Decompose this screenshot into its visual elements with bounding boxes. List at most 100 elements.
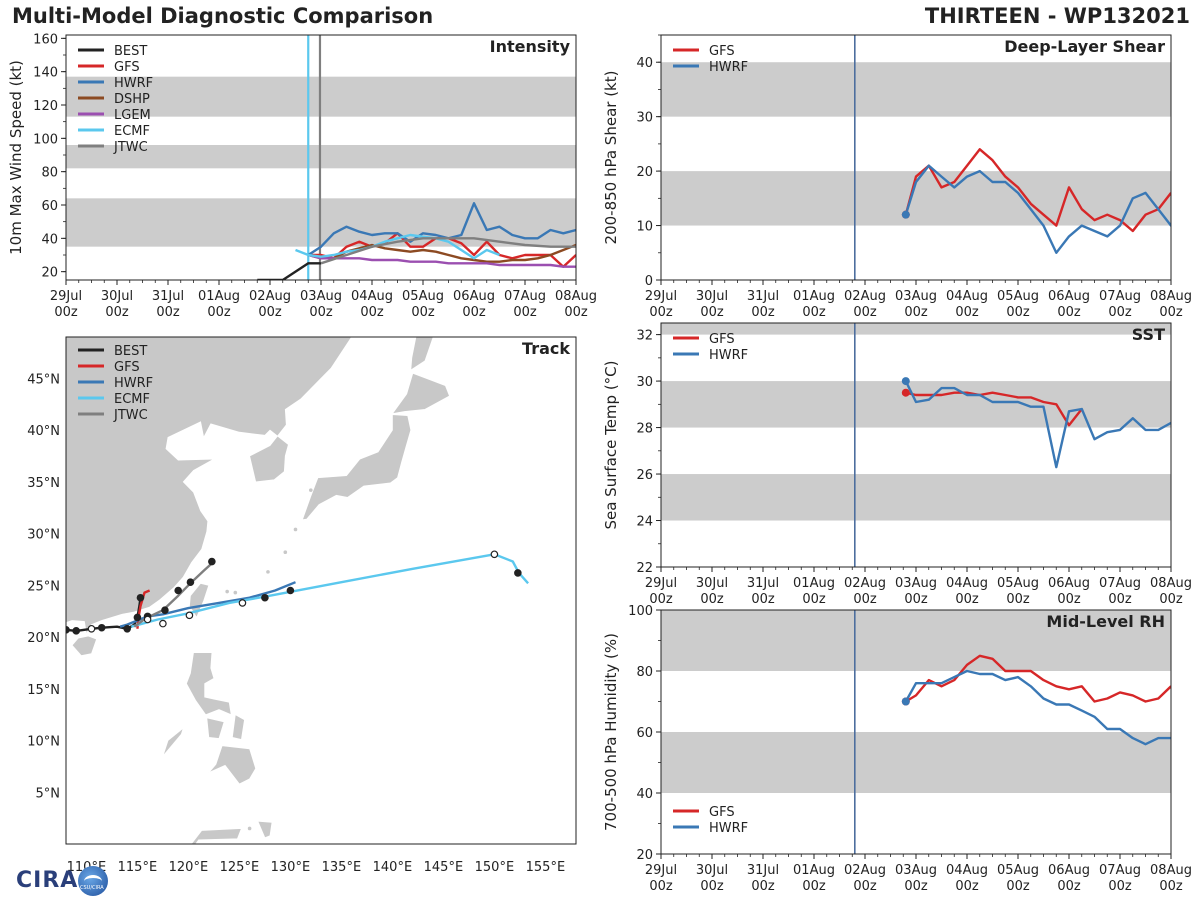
track-xtick-label: 155°E [526, 860, 566, 875]
track-ytick-label: 40°N [27, 424, 60, 439]
track-legend-label-hwrf: HWRF [114, 376, 153, 391]
shear-legend-label-hwrf: HWRF [709, 60, 748, 75]
intensity-panel: 2040608010012014016029Jul00z30Jul00z31Ju… [7, 32, 597, 320]
island-4 [293, 527, 298, 532]
intensity-ytick-label: 140 [33, 66, 58, 81]
rh-xtick-day-label: 29Jul [645, 863, 677, 878]
intensity-ytick-label: 100 [33, 132, 58, 147]
track-legend-label-gfs: GFS [114, 360, 140, 375]
sst-xtick-hour-label: 00z [751, 592, 775, 607]
rh-xtick-day-label: 05Aug [997, 863, 1039, 878]
rh-xtick-day-label: 01Aug [793, 863, 835, 878]
island-2 [266, 570, 270, 574]
rh-xtick-day-label: 07Aug [1099, 863, 1141, 878]
intensity-legend-label-best: BEST [114, 44, 147, 59]
shear-title: Deep-Layer Shear [1004, 37, 1165, 56]
track-legend-label-jtwc: JTWC [113, 408, 148, 423]
island-0 [247, 826, 252, 831]
intensity-xtick-day-label: 06Aug [453, 289, 495, 304]
track-marker-best [123, 624, 132, 633]
track-marker-ecmf [261, 593, 269, 602]
rh-panel: 2040608010029Jul00z30Jul00z31Jul00z01Aug… [602, 604, 1192, 894]
track-xtick-label: 135°E [322, 860, 362, 875]
track-marker-jtwc [174, 586, 183, 595]
rh-xtick-day-label: 06Aug [1048, 863, 1090, 878]
land-mass-7 [162, 726, 185, 757]
intensity-series-jtwc [320, 237, 576, 265]
track-panel: 110°E115°E120°E125°E130°E135°E140°E145°E… [27, 336, 577, 875]
shear-xtick-hour-label: 00z [1108, 305, 1132, 320]
rh-xtick-day-label: 31Jul [747, 863, 779, 878]
intensity-legend-label-ecmf: ECMF [114, 124, 150, 139]
shear-xtick-day-label: 01Aug [793, 289, 835, 304]
shear-ytick-label: 0 [645, 274, 653, 289]
track-marker-best [136, 593, 145, 602]
track-marker-best [66, 626, 70, 634]
rh-xtick-hour-label: 00z [1159, 879, 1183, 894]
track-marker-best [87, 624, 96, 633]
intensity-ytick-label: 160 [33, 32, 58, 47]
shear-xtick-day-label: 03Aug [895, 289, 937, 304]
intensity-xtick-day-label: 04Aug [351, 289, 393, 304]
intensity-series-lgem [307, 253, 576, 268]
sst-band-1 [661, 381, 1171, 428]
intensity-legend-label-hwrf: HWRF [114, 76, 153, 91]
land-mass-4 [206, 717, 225, 739]
land-mass-8 [292, 414, 412, 522]
shear-band-1 [661, 62, 1171, 117]
track-legend-label-best: BEST [114, 344, 147, 359]
rh-xtick-day-label: 08Aug [1150, 863, 1192, 878]
track-ytick-label: 20°N [27, 631, 60, 646]
shear-xtick-day-label: 07Aug [1099, 289, 1141, 304]
shear-xtick-hour-label: 00z [751, 305, 775, 320]
rh-ytick-label: 20 [636, 848, 653, 863]
shear-xtick-day-label: 30Jul [696, 289, 728, 304]
rh-xtick-hour-label: 00z [1006, 879, 1030, 894]
track-marker-ecmf [286, 586, 295, 595]
track-legend-label-ecmf: ECMF [114, 392, 150, 407]
rh-ytick-label: 60 [636, 726, 653, 741]
intensity-xtick-hour-label: 00z [54, 305, 78, 320]
intensity-xtick-day-label: 31Jul [152, 289, 184, 304]
shear-xtick-day-label: 06Aug [1048, 289, 1090, 304]
intensity-legend-label-dshp: DSHP [114, 92, 150, 107]
track-marker-jtwc [208, 557, 216, 566]
sst-xtick-hour-label: 00z [1108, 592, 1132, 607]
land-mass-10 [410, 337, 434, 371]
island-6 [225, 589, 229, 594]
shear-xtick-day-label: 02Aug [844, 289, 886, 304]
sst-xtick-day-label: 29Jul [645, 576, 677, 591]
shear-xtick-day-label: 04Aug [946, 289, 988, 304]
shear-start-point-hwrf [901, 210, 910, 219]
shear-xtick-day-label: 08Aug [1150, 289, 1192, 304]
sst-title: SST [1132, 325, 1165, 344]
figure-title: Multi-Model Diagnostic Comparison [12, 4, 434, 28]
sst-xtick-hour-label: 00z [904, 592, 928, 607]
intensity-legend-label-jtwc: JTWC [113, 140, 148, 155]
logo-swirl-icon [84, 875, 102, 888]
intensity-xtick-hour-label: 00z [462, 305, 486, 320]
intensity-legend-label-gfs: GFS [114, 60, 140, 75]
track-marker-jtwc [186, 578, 195, 587]
rh-xtick-hour-label: 00z [751, 879, 775, 894]
intensity-xtick-day-label: 29Jul [50, 289, 82, 304]
land-mass-2 [188, 582, 210, 619]
track-ytick-label: 25°N [27, 579, 60, 594]
sst-xtick-hour-label: 00z [1159, 592, 1183, 607]
sst-ytick-label: 30 [636, 375, 653, 390]
track-marker-best [133, 613, 142, 622]
track-plot-area [66, 337, 576, 844]
intensity-xtick-hour-label: 00z [513, 305, 537, 320]
cira-logo: CIRA CSU/CIRA [6, 866, 108, 896]
intensity-series-ecmf [295, 233, 500, 260]
sst-xtick-hour-label: 00z [649, 592, 673, 607]
rh-legend-label-gfs: GFS [709, 805, 735, 820]
intensity-title: Intensity [490, 37, 571, 56]
intensity-xtick-day-label: 01Aug [198, 289, 240, 304]
intensity-xtick-hour-label: 00z [207, 305, 231, 320]
sst-xtick-hour-label: 00z [802, 592, 826, 607]
track-marker-ecmf [185, 611, 194, 620]
shear-xtick-hour-label: 00z [955, 305, 979, 320]
track-ytick-label: 30°N [27, 528, 60, 543]
rh-series-gfs [905, 654, 1171, 703]
